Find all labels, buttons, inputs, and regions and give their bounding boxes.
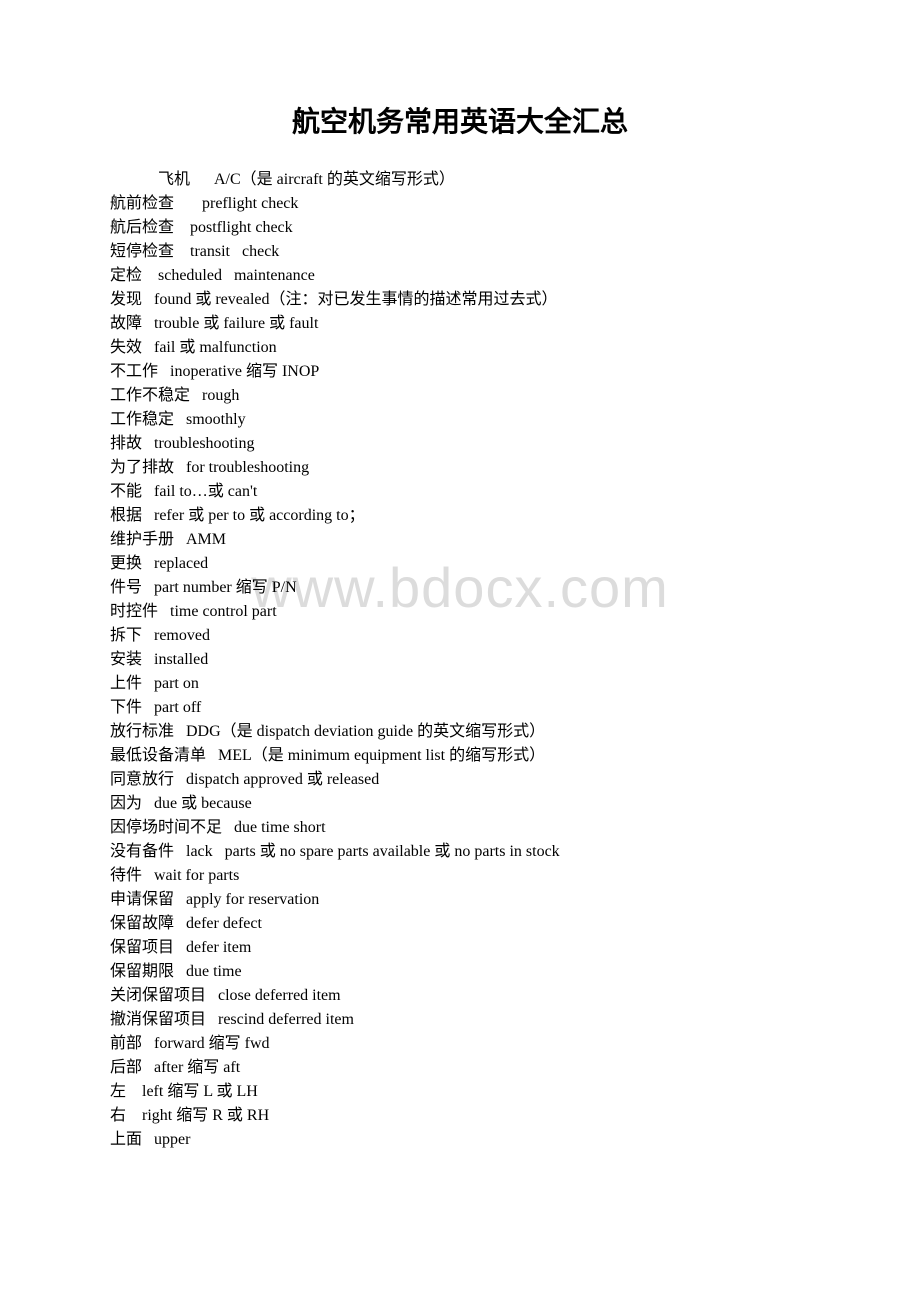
- text-line: 最低设备清单 MEL（是 minimum equipment list 的缩写形…: [110, 744, 810, 768]
- text-line: 因停场时间不足 due time short: [110, 816, 810, 840]
- text-line: 左 left 缩写 L 或 LH: [110, 1080, 810, 1104]
- text-line: 下件 part off: [110, 696, 810, 720]
- text-line: 上件 part on: [110, 672, 810, 696]
- text-line: 定检 scheduled maintenance: [110, 264, 810, 288]
- text-line: 不工作 inoperative 缩写 INOP: [110, 360, 810, 384]
- text-line: 待件 wait for parts: [110, 864, 810, 888]
- text-line: 关闭保留项目 close deferred item: [110, 984, 810, 1008]
- text-line: 保留故障 defer defect: [110, 912, 810, 936]
- text-line: 工作稳定 smoothly: [110, 408, 810, 432]
- text-line: 失效 fail 或 malfunction: [110, 336, 810, 360]
- text-line: 故障 trouble 或 failure 或 fault: [110, 312, 810, 336]
- text-line: 后部 after 缩写 aft: [110, 1056, 810, 1080]
- text-line: 航后检查 postflight check: [110, 216, 810, 240]
- text-line: 没有备件 lack parts 或 no spare parts availab…: [110, 840, 810, 864]
- text-line: 发现 found 或 revealed（注：对已发生事情的描述常用过去式）: [110, 288, 810, 312]
- text-line: 放行标准 DDG（是 dispatch deviation guide 的英文缩…: [110, 720, 810, 744]
- text-line: 右 right 缩写 R 或 RH: [110, 1104, 810, 1128]
- text-line: 维护手册 AMM: [110, 528, 810, 552]
- text-line: 拆下 removed: [110, 624, 810, 648]
- text-line: 工作不稳定 rough: [110, 384, 810, 408]
- text-line: 保留项目 defer item: [110, 936, 810, 960]
- text-line: 保留期限 due time: [110, 960, 810, 984]
- text-line: 为了排故 for troubleshooting: [110, 456, 810, 480]
- text-line: 时控件 time control part: [110, 600, 810, 624]
- text-line: 飞机 A/C（是 aircraft 的英文缩写形式）: [110, 168, 810, 192]
- text-line: 前部 forward 缩写 fwd: [110, 1032, 810, 1056]
- text-line: 排故 troubleshooting: [110, 432, 810, 456]
- text-line: 撤消保留项目 rescind deferred item: [110, 1008, 810, 1032]
- text-line: 同意放行 dispatch approved 或 released: [110, 768, 810, 792]
- text-line: 安装 installed: [110, 648, 810, 672]
- text-line: 上面 upper: [110, 1128, 810, 1152]
- text-line: 不能 fail to…或 can't: [110, 480, 810, 504]
- document-title: 航空机务常用英语大全汇总: [110, 100, 810, 140]
- text-line: 更换 replaced: [110, 552, 810, 576]
- text-line: 申请保留 apply for reservation: [110, 888, 810, 912]
- text-line: 航前检查 preflight check: [110, 192, 810, 216]
- document-body: 飞机 A/C（是 aircraft 的英文缩写形式）航前检查 preflight…: [110, 168, 810, 1152]
- text-line: 短停检查 transit check: [110, 240, 810, 264]
- text-line: 根据 refer 或 per to 或 according to；: [110, 504, 810, 528]
- text-line: 件号 part number 缩写 P/N: [110, 576, 810, 600]
- text-line: 因为 due 或 because: [110, 792, 810, 816]
